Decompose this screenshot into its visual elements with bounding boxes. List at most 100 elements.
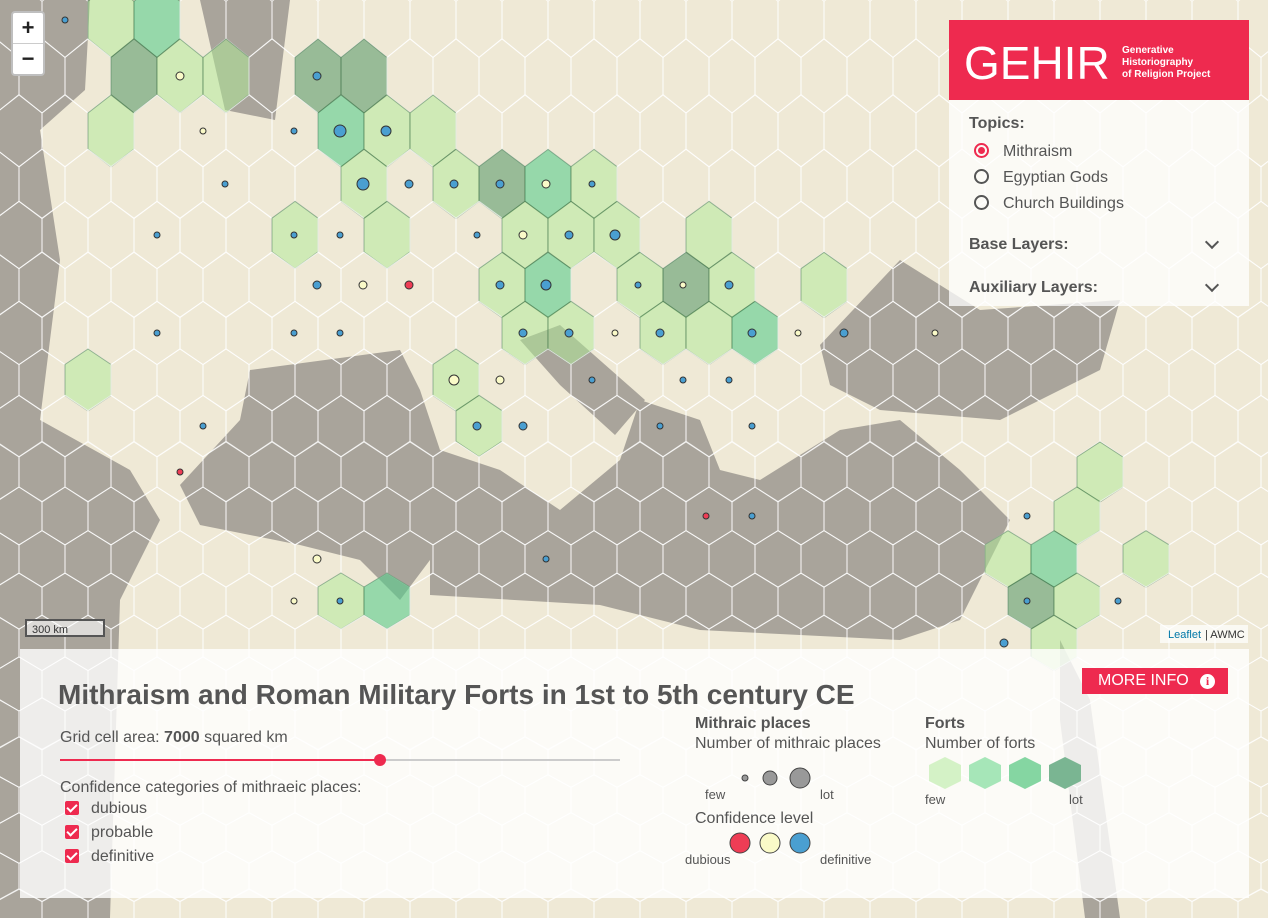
grid-value: 7000	[164, 729, 200, 746]
place-marker	[290, 329, 298, 337]
confidence-option[interactable]: dubious	[65, 800, 147, 818]
auxiliary-layers[interactable]: Auxiliary Layers:	[969, 279, 1098, 296]
legend-title: Mithraic places	[695, 715, 811, 732]
place-marker	[175, 71, 185, 81]
topic-option[interactable]: Mithraism	[974, 143, 1072, 161]
place-marker	[404, 179, 414, 189]
place-marker	[153, 231, 161, 239]
place-marker	[199, 127, 207, 135]
scale-bar	[25, 619, 105, 637]
chevron[interactable]	[1204, 234, 1220, 250]
zoom-control: + −	[11, 11, 45, 76]
legend-lot: lot	[820, 787, 834, 802]
place-marker	[473, 231, 481, 239]
size-swatch	[762, 770, 778, 786]
place-marker	[495, 179, 505, 189]
places-legend	[729, 767, 811, 854]
place-marker	[199, 422, 207, 430]
place-marker	[404, 280, 414, 290]
fort-swatch	[1049, 757, 1081, 789]
checkbox[interactable]	[65, 801, 79, 815]
place-marker	[656, 422, 664, 430]
option-text: definitive	[91, 848, 155, 865]
place-marker	[999, 638, 1009, 648]
place-marker	[1114, 597, 1122, 605]
place-marker	[1023, 597, 1031, 605]
legend-title: Forts	[925, 715, 965, 732]
place-marker	[609, 229, 621, 241]
confidence-option[interactable]: definitive	[65, 848, 154, 866]
confidence-swatch	[789, 832, 811, 854]
place-marker	[588, 180, 596, 188]
place-marker	[176, 468, 184, 476]
legend-low: dubious	[685, 852, 731, 867]
place-marker	[356, 177, 370, 191]
grid-cell	[1260, 539, 1268, 579]
grid-cell	[1237, 888, 1268, 918]
confidence-option[interactable]: probable	[65, 824, 153, 842]
place-marker	[542, 555, 550, 563]
place-marker	[290, 231, 298, 239]
place-marker	[724, 280, 734, 290]
place-marker	[312, 71, 322, 81]
info-icon: i	[1200, 674, 1215, 689]
tagline-line: Historiography	[1122, 57, 1194, 68]
place-marker	[448, 374, 460, 386]
checkbox[interactable]	[65, 849, 79, 863]
scale-label: 300 km	[32, 624, 68, 636]
confidence-label: Confidence categories of mithraeic place…	[60, 779, 362, 796]
sidebar: GEHIR Generative Historiography of Relig…	[949, 20, 1249, 306]
place-marker	[564, 328, 574, 338]
topic-text: Mithraism	[1003, 143, 1073, 160]
place-marker	[564, 230, 574, 240]
grid-cell	[1260, 858, 1268, 894]
place-marker	[588, 376, 596, 384]
place-marker	[679, 376, 687, 384]
logo[interactable]: GEHIR Generative Historiography of Relig…	[949, 20, 1249, 100]
place-marker	[336, 329, 344, 337]
legend-subtitle: Number of forts	[925, 735, 1036, 752]
logo-text: GEHIR	[964, 37, 1110, 89]
place-marker	[312, 554, 322, 564]
grid-cell	[1260, 51, 1268, 101]
base-layers[interactable]: Base Layers:	[969, 236, 1069, 253]
grid-label: Grid cell area:	[60, 729, 160, 746]
place-marker	[380, 125, 392, 137]
radio[interactable]	[974, 143, 989, 158]
zoom-in[interactable]: +	[21, 15, 35, 40]
place-marker	[634, 281, 642, 289]
fort-swatch	[969, 757, 1001, 789]
place-marker	[702, 512, 710, 520]
topic-text: Church Buildings	[1003, 195, 1124, 212]
slider-handle[interactable]	[374, 754, 386, 766]
slider-fill	[60, 759, 380, 761]
legend-few: few	[705, 787, 726, 802]
topic-option[interactable]: Egyptian Gods	[974, 169, 1108, 187]
grid-area: Grid cell area: 7000 squared km	[60, 729, 288, 747]
grid-cell	[1260, 624, 1268, 662]
place-marker	[931, 329, 939, 337]
zoom-out[interactable]: −	[13, 43, 43, 74]
topic-option[interactable]: Church Buildings	[974, 195, 1124, 213]
place-marker	[655, 328, 665, 338]
legend-subtitle: Confidence level	[695, 810, 814, 827]
chevron[interactable]	[1204, 277, 1220, 293]
more-info-button[interactable]: MORE INFO i	[1082, 668, 1228, 694]
tagline: Generative Historiography of Religion Pr…	[1122, 45, 1210, 81]
radio[interactable]	[974, 169, 989, 184]
attribution-link[interactable]: Leaflet	[1168, 629, 1201, 641]
topic-text: Egyptian Gods	[1003, 169, 1108, 186]
tagline-line: of Religion Project	[1122, 69, 1211, 80]
place-marker	[221, 180, 229, 188]
button-text: MORE INFO	[1098, 672, 1189, 689]
attribution-bg	[1160, 625, 1248, 643]
fort-swatch	[929, 757, 961, 789]
radio[interactable]	[974, 195, 989, 210]
place-marker	[794, 329, 802, 337]
place-marker	[1023, 512, 1031, 520]
topics-label: Topics:	[969, 115, 1025, 132]
place-marker	[540, 279, 552, 291]
checkbox[interactable]	[65, 825, 79, 839]
place-marker	[495, 280, 505, 290]
